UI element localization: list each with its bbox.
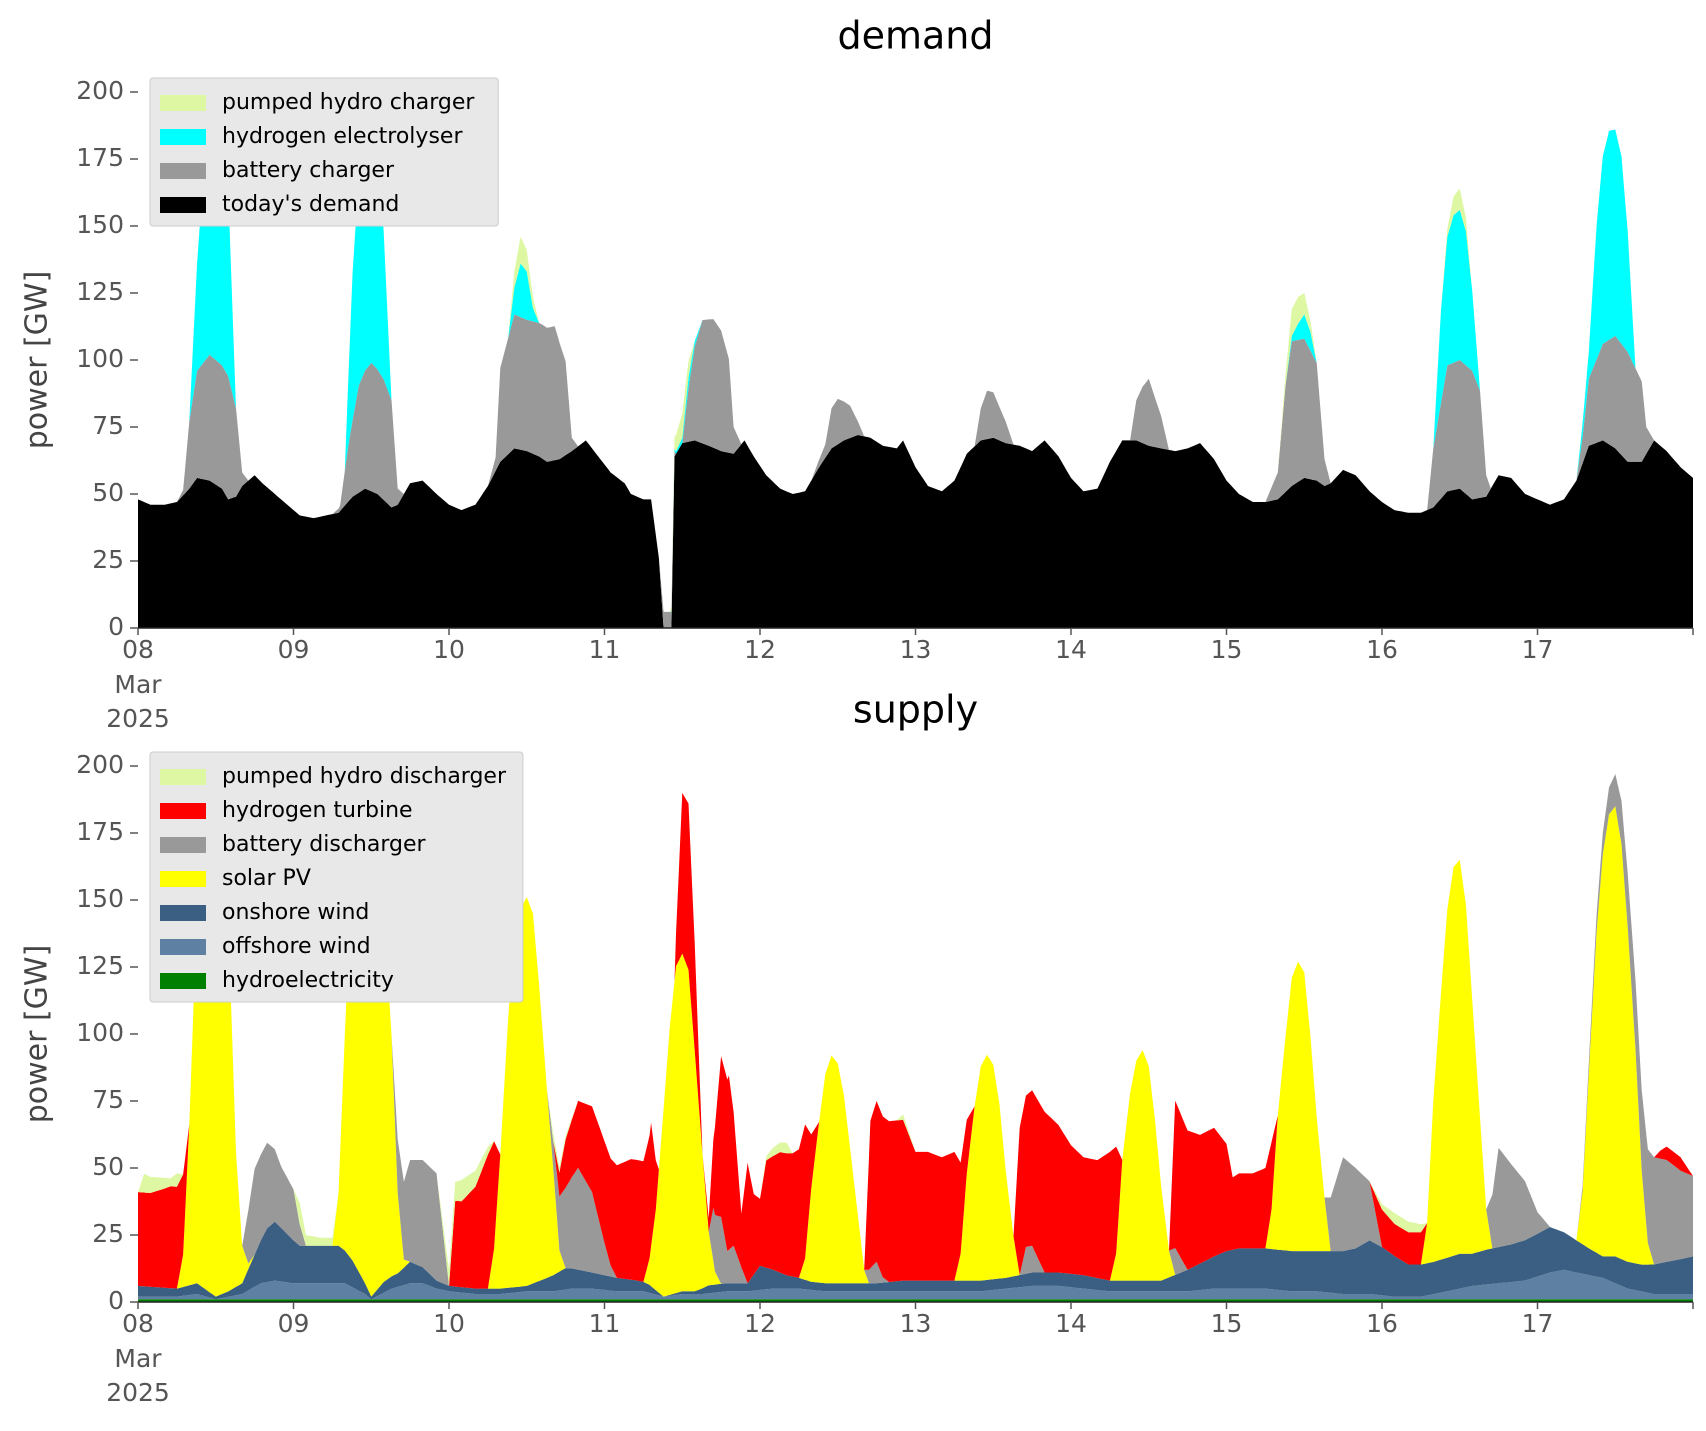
y-tick-label: 175: [76, 817, 124, 846]
legend-swatch-solar-pv: [160, 871, 206, 887]
legend-swatch-pumped-hydro-charger: [160, 95, 206, 111]
x-tick-label: 12: [744, 1309, 776, 1338]
legend-label-hydrogen-electrolyser: hydrogen electrolyser: [222, 124, 463, 149]
legend-swatch-offshore-wind: [160, 939, 206, 955]
y-tick-label: 75: [92, 411, 124, 440]
x-tick-label: 09: [278, 635, 310, 664]
x-tick-label: 15: [1211, 635, 1243, 664]
legend-label-pumped-hydro-charger: pumped hydro charger: [222, 90, 475, 115]
area-solar-pv: [138, 766, 1693, 1297]
y-tick-label: 200: [76, 76, 124, 105]
legend: pumped hydro charger hydrogen electrolyse…: [149, 77, 499, 227]
y-tick-label: 0: [108, 612, 124, 641]
x-tick-sublabel: Mar: [114, 670, 162, 699]
y-tick-label: 100: [76, 344, 124, 373]
x-tick-label: 10: [433, 1309, 465, 1338]
y-tick-label: 25: [92, 1219, 124, 1248]
x-tick-label: 14: [1055, 635, 1087, 664]
y-axis-label: power [GW]: [20, 945, 55, 1124]
legend-swatch-today-s-demand: [160, 197, 206, 213]
series-areas: [138, 102, 1693, 628]
y-tick-label: 125: [76, 951, 124, 980]
x-tick-label: 17: [1522, 635, 1554, 664]
y-tick-label: 125: [76, 277, 124, 306]
chart-title: supply: [853, 688, 978, 732]
y-tick-label: 150: [76, 210, 124, 239]
x-tick-sublabel: Mar: [114, 1344, 162, 1373]
y-tick-label: 75: [92, 1085, 124, 1114]
legend-swatch-pumped-hydro-discharger: [160, 769, 206, 785]
area-onshore-wind: [138, 1221, 1693, 1300]
legend-label-solar-pv: solar PV: [222, 866, 311, 891]
legend-label-battery-discharger: battery discharger: [222, 832, 427, 857]
legend-label-today-s-demand: today's demand: [222, 192, 399, 217]
legend-label-offshore-wind: offshore wind: [222, 934, 371, 959]
x-tick-label: 11: [589, 635, 621, 664]
supply-chart: supply power [GW] 0 25 50 75 100 125 150 175 200 08…: [20, 688, 1694, 1407]
x-tick-label: 14: [1055, 1309, 1087, 1338]
legend-label-hydroelectricity: hydroelectricity: [222, 968, 394, 993]
y-tick-label: 25: [92, 545, 124, 574]
legend-label-battery-charger: battery charger: [222, 158, 395, 183]
chart-title: demand: [837, 14, 993, 58]
legend-box: [149, 751, 524, 1003]
legend-swatch-hydroelectricity: [160, 973, 206, 989]
y-axis-label: power [GW]: [20, 271, 55, 450]
x-tick-label: 17: [1522, 1309, 1554, 1338]
y-tick-label: 150: [76, 884, 124, 913]
legend-label-hydrogen-turbine: hydrogen turbine: [222, 798, 413, 823]
x-tick-label: 16: [1366, 635, 1398, 664]
area-battery-discharger: [138, 766, 1693, 1289]
y-tick-label: 100: [76, 1018, 124, 1047]
y-tick-label: 200: [76, 750, 124, 779]
x-tick-label: 13: [900, 1309, 932, 1338]
legend-label-onshore-wind: onshore wind: [222, 900, 369, 925]
legend-swatch-onshore-wind: [160, 905, 206, 921]
legend-label-pumped-hydro-discharger: pumped hydro discharger: [222, 764, 507, 789]
x-tick-label: 08: [122, 635, 154, 664]
legend: pumped hydro discharger hydrogen turbine b…: [149, 751, 524, 1003]
x-tick-sublabel: 2025: [106, 1378, 170, 1407]
area-offshore-wind: [138, 1269, 1693, 1300]
x-tick-label: 11: [589, 1309, 621, 1338]
x-tick-label: 12: [744, 635, 776, 664]
legend-box: [149, 77, 499, 227]
x-tick-label: 09: [278, 1309, 310, 1338]
y-tick-label: 175: [76, 143, 124, 172]
legend-swatch-battery-discharger: [160, 837, 206, 853]
x-tick-sublabel: 2025: [106, 704, 170, 733]
x-tick-label: 08: [122, 1309, 154, 1338]
x-tick-label: 16: [1366, 1309, 1398, 1338]
area-hydrogen-turbine: [138, 766, 1693, 1289]
demand-chart: demand power [GW] 0 25 50 75 100 125 150 175 200 08…: [20, 14, 1694, 733]
area-battery-charger: [138, 314, 1693, 628]
y-tick-label: 50: [92, 478, 124, 507]
legend-swatch-hydrogen-turbine: [160, 803, 206, 819]
legend-swatch-battery-charger: [160, 163, 206, 179]
series-areas: [138, 766, 1693, 1302]
x-tick-label: 13: [900, 635, 932, 664]
x-tick-label: 15: [1211, 1309, 1243, 1338]
legend-swatch-hydrogen-electrolyser: [160, 129, 206, 145]
y-tick-label: 0: [108, 1286, 124, 1315]
area-today-s-demand: [138, 435, 1693, 628]
y-tick-label: 50: [92, 1152, 124, 1181]
x-tick-label: 10: [433, 635, 465, 664]
